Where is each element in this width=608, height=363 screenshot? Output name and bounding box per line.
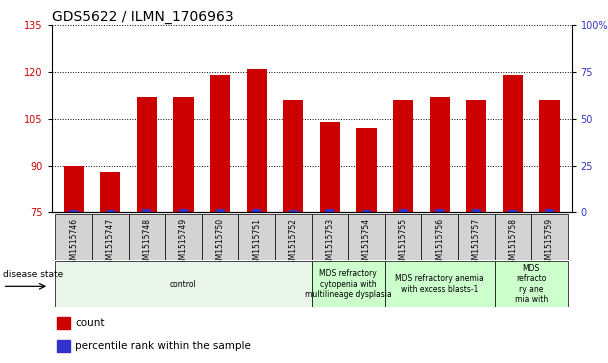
Bar bbox=[283, 100, 303, 212]
Text: MDS refractory
cytopenia with
multilineage dysplasia: MDS refractory cytopenia with multilinea… bbox=[305, 269, 392, 299]
Bar bbox=[179, 209, 188, 212]
Bar bbox=[55, 261, 311, 307]
Bar bbox=[311, 261, 385, 307]
Bar bbox=[545, 209, 554, 212]
Text: MDS
refracto
ry ane
mia with: MDS refracto ry ane mia with bbox=[514, 264, 548, 304]
Text: GSM1515755: GSM1515755 bbox=[399, 218, 407, 269]
Text: GSM1515752: GSM1515752 bbox=[289, 218, 298, 269]
Text: GSM1515756: GSM1515756 bbox=[435, 218, 444, 269]
Bar bbox=[531, 214, 568, 260]
Text: GSM1515754: GSM1515754 bbox=[362, 218, 371, 269]
Bar bbox=[202, 214, 238, 260]
Bar bbox=[92, 214, 128, 260]
Bar bbox=[421, 214, 458, 260]
Bar bbox=[356, 128, 376, 212]
Bar bbox=[472, 209, 481, 212]
Bar bbox=[238, 214, 275, 260]
Bar bbox=[385, 214, 421, 260]
Bar bbox=[55, 214, 92, 260]
Bar bbox=[173, 97, 193, 212]
Bar bbox=[252, 209, 261, 212]
Text: GSM1515750: GSM1515750 bbox=[216, 218, 224, 269]
Bar bbox=[215, 209, 224, 212]
Bar bbox=[57, 317, 70, 329]
Bar bbox=[325, 209, 334, 212]
Bar bbox=[362, 211, 371, 212]
Bar bbox=[399, 209, 408, 212]
Bar bbox=[539, 100, 559, 212]
Bar bbox=[69, 211, 78, 212]
Bar bbox=[348, 214, 385, 260]
Bar bbox=[435, 209, 444, 212]
Text: GSM1515753: GSM1515753 bbox=[325, 218, 334, 269]
Bar bbox=[393, 100, 413, 212]
Bar bbox=[503, 75, 523, 212]
Bar bbox=[430, 97, 450, 212]
Bar bbox=[289, 211, 298, 212]
Text: GSM1515747: GSM1515747 bbox=[106, 218, 115, 269]
Text: control: control bbox=[170, 280, 197, 289]
Bar bbox=[128, 214, 165, 260]
Bar bbox=[275, 214, 311, 260]
Bar bbox=[142, 209, 151, 212]
Bar bbox=[320, 122, 340, 212]
Text: GSM1515751: GSM1515751 bbox=[252, 218, 261, 269]
Text: MDS refractory anemia
with excess blasts-1: MDS refractory anemia with excess blasts… bbox=[395, 274, 484, 294]
Bar bbox=[210, 75, 230, 212]
Bar bbox=[311, 214, 348, 260]
Bar bbox=[385, 261, 495, 307]
Text: GSM1515746: GSM1515746 bbox=[69, 218, 78, 269]
Bar bbox=[100, 172, 120, 212]
Bar bbox=[508, 211, 517, 212]
Text: percentile rank within the sample: percentile rank within the sample bbox=[75, 340, 251, 351]
Bar bbox=[495, 214, 531, 260]
Text: GSM1515749: GSM1515749 bbox=[179, 218, 188, 269]
Bar bbox=[165, 214, 202, 260]
Text: GDS5622 / ILMN_1706963: GDS5622 / ILMN_1706963 bbox=[52, 11, 233, 24]
Text: disease state: disease state bbox=[2, 270, 63, 278]
Text: GSM1515748: GSM1515748 bbox=[142, 218, 151, 269]
Text: GSM1515757: GSM1515757 bbox=[472, 218, 481, 269]
Bar bbox=[247, 69, 267, 212]
Bar bbox=[466, 100, 486, 212]
Bar bbox=[137, 97, 157, 212]
Text: GSM1515759: GSM1515759 bbox=[545, 218, 554, 269]
Bar bbox=[495, 261, 568, 307]
Bar bbox=[106, 211, 115, 212]
Bar bbox=[57, 340, 70, 352]
Bar bbox=[64, 166, 84, 212]
Text: GSM1515758: GSM1515758 bbox=[508, 218, 517, 269]
Text: count: count bbox=[75, 318, 105, 328]
Bar bbox=[458, 214, 495, 260]
